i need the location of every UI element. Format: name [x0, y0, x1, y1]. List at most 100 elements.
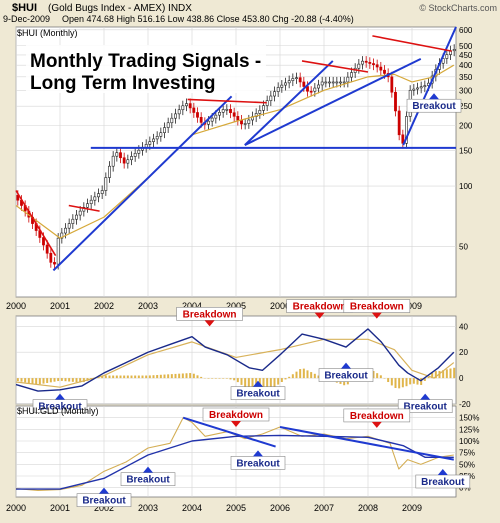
macd-tick-label: 40	[459, 322, 468, 331]
candle-body	[108, 166, 110, 177]
macd-histogram-bar	[57, 378, 59, 381]
candle-body	[361, 61, 363, 64]
candle-body	[152, 139, 154, 142]
x-tick-label: 2008	[358, 503, 378, 513]
candle-body	[200, 117, 202, 122]
macd-histogram-bar	[296, 372, 298, 378]
ticker-symbol: $HUI	[12, 2, 37, 14]
macd-histogram-bar	[32, 378, 34, 384]
price-tick-label: 50	[459, 242, 468, 251]
macd-histogram-bar	[76, 378, 78, 382]
chart-title-line-2: Long Term Investing	[30, 73, 215, 94]
ratio-signal-label-text: Breakout	[126, 475, 170, 486]
macd-histogram-bar	[175, 374, 177, 378]
candle-body	[86, 204, 88, 208]
ratio-signal-label-text: Breakout	[236, 458, 280, 469]
candle-body	[101, 191, 103, 194]
macd-histogram-bar	[274, 378, 276, 387]
candle-body	[259, 110, 261, 113]
macd-histogram-bar	[39, 378, 41, 384]
macd-histogram-bar	[127, 376, 129, 379]
candle-body	[350, 73, 352, 78]
candle-body	[127, 160, 129, 163]
candle-body	[336, 82, 338, 83]
macd-histogram-bar	[241, 378, 243, 385]
macd-histogram-bar	[24, 378, 26, 382]
price-tick-label: 100	[459, 182, 473, 191]
macd-histogram-bar	[453, 368, 455, 378]
candle-body	[244, 123, 246, 124]
candle-body	[174, 114, 176, 118]
candle-body	[347, 77, 349, 82]
macd-histogram-bar	[182, 373, 184, 378]
macd-histogram-bar	[413, 378, 415, 384]
macd-histogram-bar	[142, 376, 144, 379]
macd-histogram-bar	[43, 378, 45, 384]
ratio-panel-legend: $HUI:GLD (Monthly)	[17, 406, 99, 416]
ratio-signal-label-text: Breakdown	[209, 410, 263, 421]
macd-histogram-bar	[450, 369, 452, 379]
chart-title: Monthly Trading Signals -	[30, 51, 261, 72]
candle-body	[394, 92, 396, 111]
macd-histogram-bar	[131, 376, 133, 379]
x-tick-label: 2003	[138, 301, 158, 311]
candle-body	[358, 64, 360, 68]
macd-histogram-bar	[178, 374, 180, 378]
candle-body	[292, 79, 294, 81]
macd-histogram-bar	[307, 370, 309, 378]
macd-signal-label-text: Breakdown	[293, 302, 347, 313]
macd-histogram-bar	[292, 374, 294, 378]
macd-histogram-bar	[409, 378, 411, 384]
macd-histogram-bar	[123, 376, 125, 379]
candle-body	[119, 153, 121, 158]
candle-body	[310, 91, 312, 92]
macd-histogram-bar	[72, 378, 74, 382]
candle-body	[321, 82, 323, 85]
price-tick-label: 400	[459, 61, 473, 70]
candle-body	[171, 118, 173, 123]
candle-body	[97, 194, 99, 197]
price-panel-legend: $HUI (Monthly)	[17, 28, 78, 38]
x-tick-label: 2006	[270, 503, 290, 513]
candle-body	[189, 104, 191, 108]
candle-body	[270, 96, 272, 101]
candle-body	[416, 88, 418, 89]
ratio-tick-label: 100%	[459, 437, 479, 446]
macd-histogram-bar	[200, 377, 202, 378]
ratio-tick-label: 150%	[459, 414, 479, 423]
macd-histogram-bar	[281, 378, 283, 382]
macd-histogram-bar	[156, 375, 158, 378]
candle-body	[413, 89, 415, 90]
macd-signal-label-text: Breakdown	[350, 302, 404, 313]
x-tick-label: 2009	[402, 503, 422, 513]
candle-body	[391, 77, 393, 92]
macd-signal-label-text: Breakout	[324, 371, 368, 382]
macd-signal-label-text: Breakdown	[183, 309, 237, 320]
candle-body	[145, 144, 147, 147]
macd-histogram-bar	[28, 378, 30, 383]
ticker-name: (Gold Bugs Index - AMEX) INDX	[48, 3, 192, 14]
candle-body	[90, 200, 92, 203]
macd-histogram-bar	[380, 375, 382, 378]
candle-body	[383, 70, 385, 73]
candle-body	[112, 156, 114, 166]
candle-body	[149, 142, 151, 145]
macd-signal-label-text: Breakout	[236, 389, 280, 400]
price-tick-label: 350	[459, 73, 473, 82]
candle-body	[215, 115, 217, 118]
macd-histogram-bar	[387, 378, 389, 382]
price-tick-label: 600	[459, 26, 473, 35]
macd-signal-label-text: Breakout	[404, 402, 448, 413]
macd-histogram-bar	[186, 373, 188, 378]
candle-body	[105, 178, 107, 191]
candle-body	[94, 197, 96, 200]
candle-body	[424, 86, 426, 87]
macd-histogram-bar	[160, 375, 162, 378]
macd-histogram-bar	[54, 378, 56, 382]
candle-body	[314, 88, 316, 91]
candle-body	[237, 116, 239, 120]
macd-histogram-bar	[428, 377, 430, 378]
candle-body	[50, 253, 52, 262]
macd-histogram-bar	[314, 374, 316, 378]
candle-body	[193, 108, 195, 113]
